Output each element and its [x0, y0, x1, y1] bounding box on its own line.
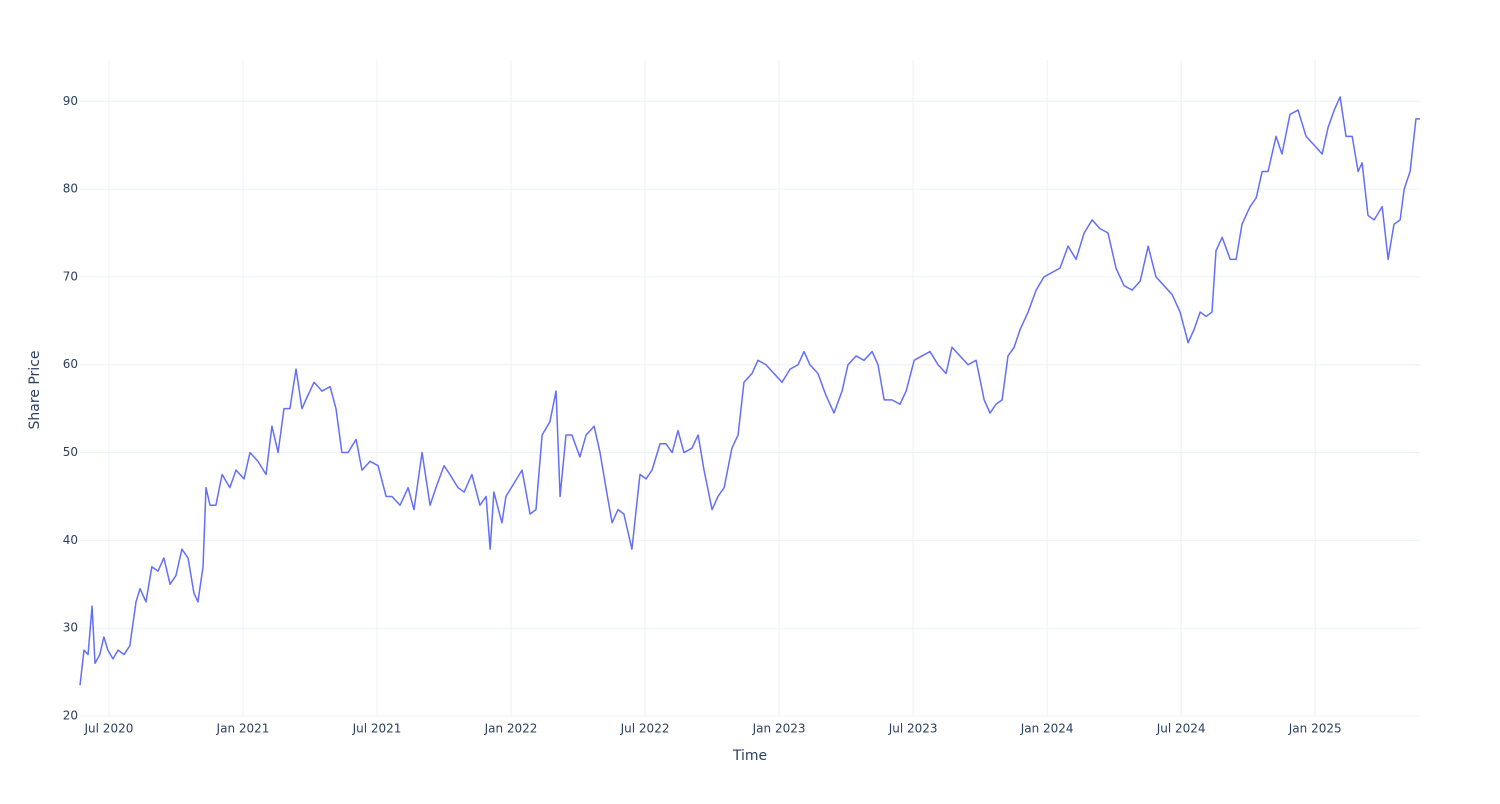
x-tick-label: Jan 2022 — [484, 722, 538, 736]
x-tick-label: Jul 2024 — [1156, 722, 1206, 736]
x-tick-label: Jul 2020 — [84, 722, 134, 736]
y-tick-label: 20 — [63, 709, 78, 723]
y-tick-label: 90 — [63, 94, 78, 108]
x-tick-label: Jan 2025 — [1288, 722, 1342, 736]
y-tick-label: 60 — [63, 357, 78, 371]
y-tick-label: 40 — [63, 533, 78, 547]
y-axis-title: Share Price — [27, 350, 43, 429]
price-line — [79, 96, 1420, 686]
y-tick-label: 30 — [63, 621, 78, 635]
x-tick-label: Jul 2023 — [888, 722, 938, 736]
x-tick-label: Jul 2021 — [352, 722, 402, 736]
x-tick-label: Jan 2024 — [1020, 722, 1074, 736]
x-tick-label: Jul 2022 — [620, 722, 670, 736]
y-tick-label: 50 — [63, 445, 78, 459]
y-tick-label: 70 — [63, 269, 78, 283]
x-axis-title: Time — [732, 748, 767, 764]
x-tick-label: Jan 2021 — [216, 722, 270, 736]
y-tick-label: 80 — [63, 182, 78, 196]
x-tick-label: Jan 2023 — [752, 722, 806, 736]
